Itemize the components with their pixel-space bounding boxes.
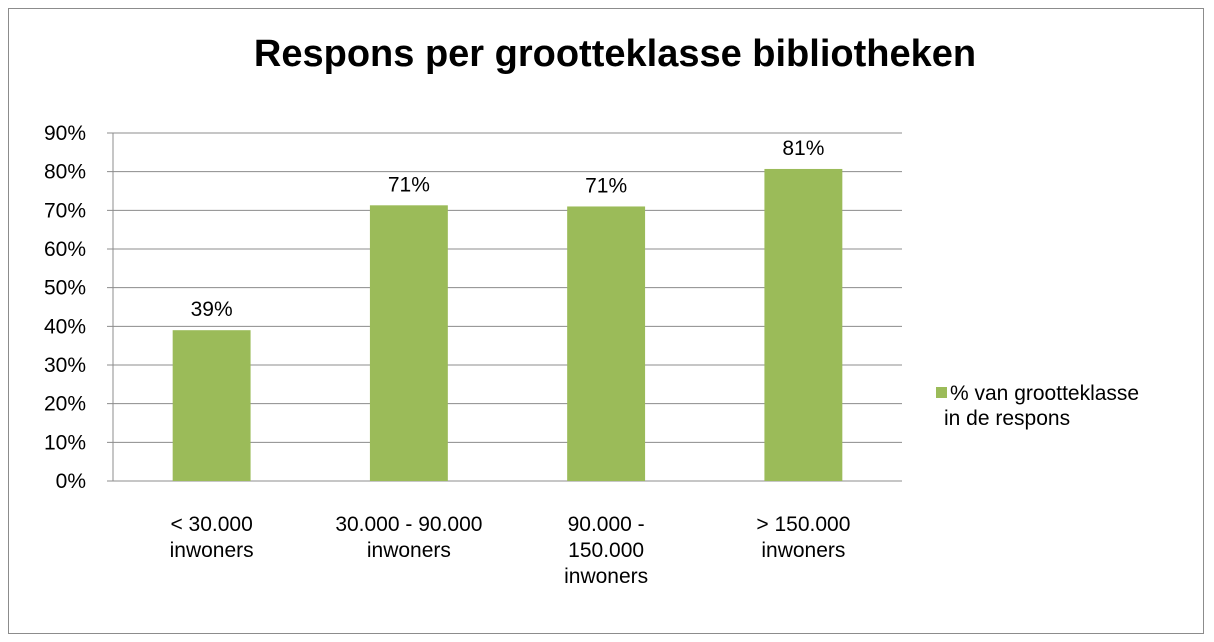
category-label-line: 90.000 -: [568, 513, 645, 536]
y-tick-label: 30%: [44, 354, 86, 377]
legend-label-line: in de respons: [944, 407, 1070, 430]
y-tick-label: 90%: [44, 122, 86, 145]
legend: % van grootteklasse in de respons: [936, 382, 1139, 430]
y-tick-label: 60%: [44, 238, 86, 261]
legend-swatch: [936, 387, 947, 398]
category-label-line: 30.000 - 90.000: [335, 513, 482, 536]
chart-title: Respons per grootteklasse bibliotheken: [254, 33, 976, 75]
category-label: 30.000 - 90.000 inwoners: [335, 513, 482, 562]
data-label: 71%: [585, 174, 627, 197]
data-label: 39%: [191, 298, 233, 321]
category-label-line: < 30.000: [170, 513, 252, 536]
data-label: 81%: [782, 137, 824, 160]
category-label-line: inwoners: [170, 539, 254, 562]
y-tick-label: 70%: [44, 199, 86, 222]
bar: [172, 330, 251, 481]
legend-label: % van grootteklasse in de respons: [944, 382, 1139, 430]
category-label-line: inwoners: [761, 539, 845, 562]
y-tick-label: 0%: [56, 470, 86, 493]
data-label: 71%: [388, 173, 430, 196]
legend-label-line: % van grootteklasse: [950, 382, 1139, 405]
category-label-line: inwoners: [564, 565, 648, 588]
y-tick-label: 50%: [44, 277, 86, 300]
y-tick-label: 80%: [44, 161, 86, 184]
data-labels: 39% 71% 71% 81%: [191, 137, 825, 321]
category-label-line: 150.000: [568, 539, 644, 562]
bar: [567, 206, 646, 481]
y-tick-label: 40%: [44, 315, 86, 338]
bars: [172, 168, 843, 481]
y-tick-label: 20%: [44, 393, 86, 416]
category-label-line: inwoners: [367, 539, 451, 562]
bar: [369, 205, 448, 481]
y-tick-label: 10%: [44, 431, 86, 454]
y-axis-ticks: 0% 10% 20% 30% 40% 50% 60% 70% 80% 90%: [44, 122, 86, 493]
category-label: 90.000 - 150.000 inwoners: [564, 513, 648, 588]
category-label: < 30.000 inwoners: [170, 513, 254, 562]
bar: [764, 168, 843, 481]
category-label-line: > 150.000: [756, 513, 850, 536]
category-label: > 150.000 inwoners: [756, 513, 850, 562]
